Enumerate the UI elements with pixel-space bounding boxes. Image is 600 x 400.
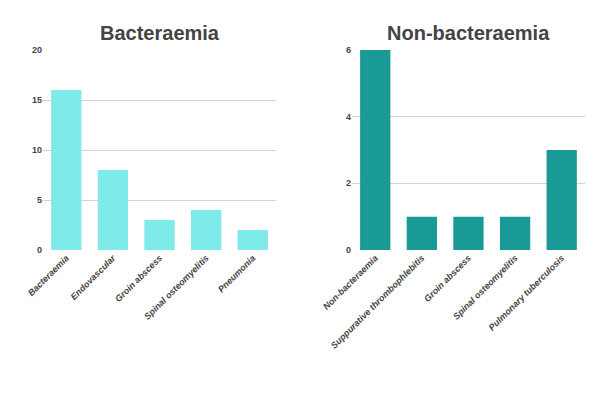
svg-text:Pneumonia: Pneumonia bbox=[216, 253, 257, 294]
svg-text:Non-bacteraemia: Non-bacteraemia bbox=[321, 253, 380, 312]
svg-text:10: 10 bbox=[32, 145, 42, 155]
svg-text:4: 4 bbox=[346, 112, 351, 122]
svg-text:Pulmonary tuberculosis: Pulmonary tuberculosis bbox=[487, 253, 567, 333]
svg-text:Bacteraemia: Bacteraemia bbox=[26, 253, 71, 298]
svg-text:Non-bacteraemia: Non-bacteraemia bbox=[387, 22, 550, 44]
svg-text:Spinal osteomyelitis: Spinal osteomyelitis bbox=[142, 253, 211, 322]
svg-text:15: 15 bbox=[32, 95, 42, 105]
svg-text:Groin abscess: Groin abscess bbox=[113, 253, 164, 304]
svg-text:0: 0 bbox=[346, 245, 351, 255]
svg-text:6: 6 bbox=[346, 45, 351, 55]
svg-text:2: 2 bbox=[346, 178, 351, 188]
svg-text:20: 20 bbox=[32, 45, 42, 55]
svg-text:Endovascular: Endovascular bbox=[69, 253, 118, 302]
svg-text:5: 5 bbox=[37, 195, 42, 205]
svg-text:0: 0 bbox=[37, 245, 42, 255]
svg-text:Groin abscess: Groin abscess bbox=[422, 253, 473, 304]
svg-text:Bacteraemia: Bacteraemia bbox=[100, 22, 220, 44]
svg-text:Spinal osteomyelitis: Spinal osteomyelitis bbox=[451, 253, 520, 322]
svg-text:Suppurative thrombophlebitis: Suppurative thrombophlebitis bbox=[329, 253, 427, 351]
